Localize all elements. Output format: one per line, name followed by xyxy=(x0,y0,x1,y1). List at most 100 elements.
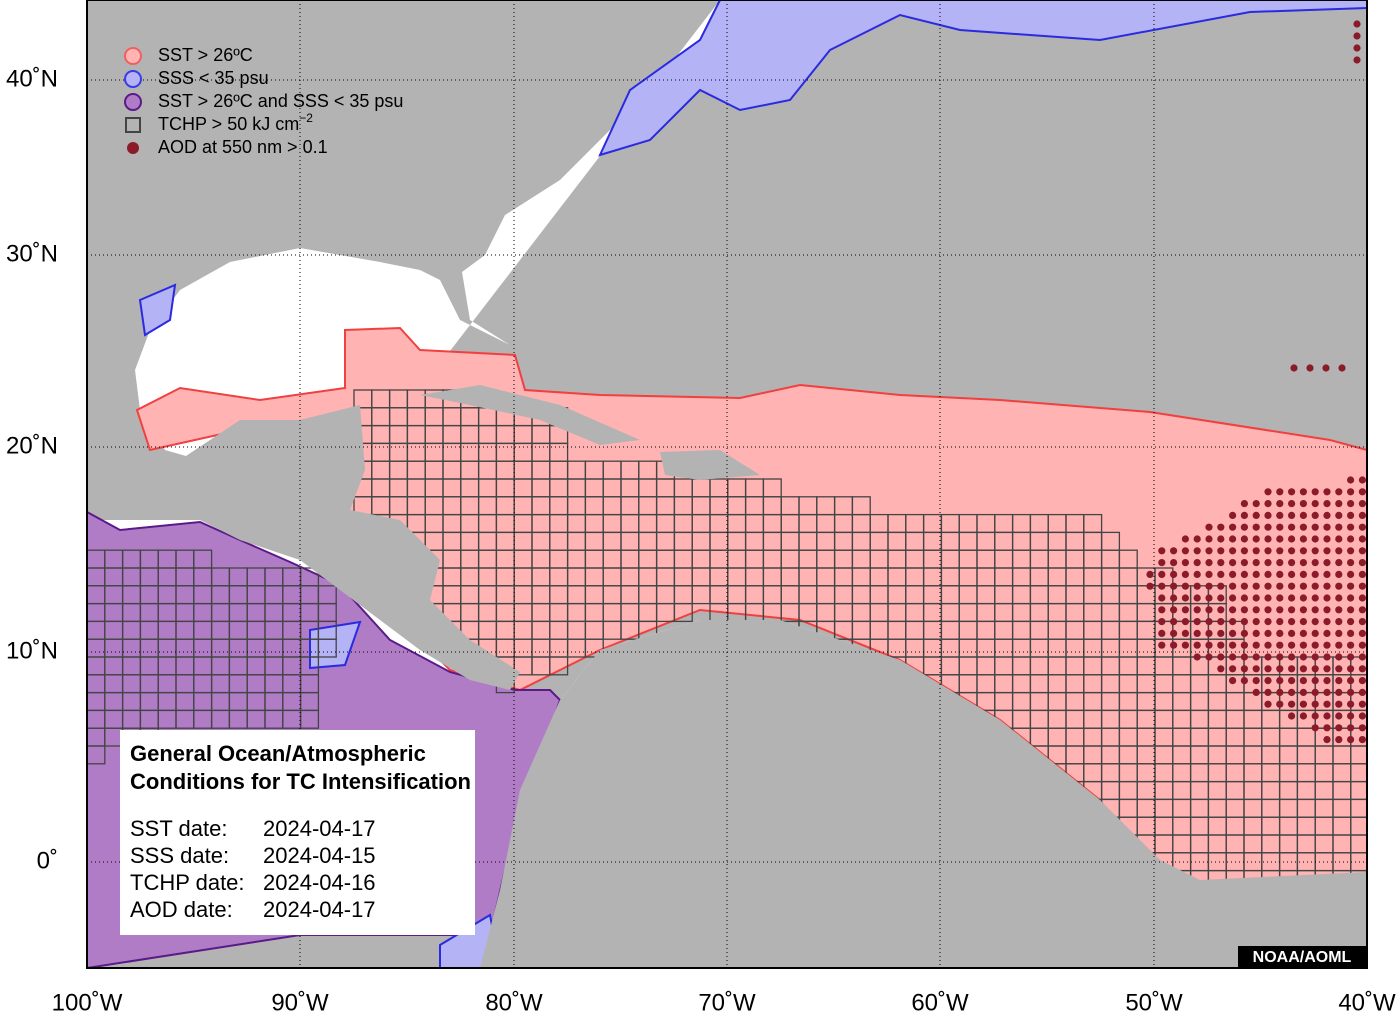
aod-dot xyxy=(1264,653,1272,661)
aod-dot xyxy=(1264,688,1272,697)
aod-dot xyxy=(1311,594,1319,602)
aod-dot xyxy=(1146,570,1154,579)
aod-dot xyxy=(1276,688,1284,697)
aod-dot xyxy=(1358,488,1366,496)
aod-dot xyxy=(1264,606,1272,614)
aod-dot xyxy=(1276,511,1284,519)
aod-dots xyxy=(1146,20,1366,744)
legend-text: SST > 26ºC xyxy=(158,45,253,65)
aod-dot xyxy=(1347,500,1355,508)
aod-dot xyxy=(1288,535,1296,543)
tchp-cell xyxy=(317,638,337,658)
aod-dot xyxy=(1276,629,1284,638)
aod-dot xyxy=(1276,547,1284,555)
aod-dot xyxy=(1252,665,1260,673)
aod-dot xyxy=(1347,523,1355,531)
aod-dot xyxy=(1311,511,1319,519)
aod-dot xyxy=(1252,500,1260,508)
aod-dot xyxy=(1252,559,1260,567)
aod-dot xyxy=(1193,629,1201,638)
legend-label: SST > 26ºC xyxy=(158,45,253,65)
aod-dot xyxy=(1311,688,1319,697)
aod-dot xyxy=(1276,618,1284,626)
x-axis-label: 90˚W xyxy=(271,989,329,1016)
x-axis-label: 100˚W xyxy=(52,989,123,1016)
aod-dot xyxy=(1158,582,1166,590)
aod-dot xyxy=(1170,582,1178,590)
aod-dot xyxy=(1252,582,1260,590)
aod-dot xyxy=(1358,523,1366,531)
aod-dot xyxy=(1240,535,1248,543)
aod-dot xyxy=(1311,535,1319,543)
aod-dot xyxy=(1353,44,1361,52)
aod-dot xyxy=(1240,559,1248,567)
y-axis-label: 40˚N xyxy=(6,65,58,92)
sss-region xyxy=(598,0,1367,157)
aod-dot xyxy=(1252,606,1260,614)
credit: NOAA/AOML xyxy=(1253,949,1352,966)
aod-dot xyxy=(1335,606,1343,614)
aod-dot xyxy=(1335,535,1343,543)
tchp-grid xyxy=(87,389,1367,907)
aod-dot xyxy=(1299,688,1307,697)
aod-dot xyxy=(1205,629,1213,638)
y-axis-label: 10˚N xyxy=(6,637,58,664)
graticule xyxy=(87,0,1367,968)
date-value: 2024-04-17 xyxy=(263,816,376,841)
aod-dot xyxy=(1347,606,1355,614)
aod-dot xyxy=(1299,523,1307,531)
aod-dot xyxy=(1288,688,1296,697)
date-value: 2024-04-15 xyxy=(263,843,376,868)
aod-dot xyxy=(1158,618,1166,626)
aod-dot xyxy=(1299,535,1307,543)
aod-dot xyxy=(1347,724,1355,732)
aod-dot xyxy=(1311,547,1319,555)
aod-dot xyxy=(1323,724,1331,732)
aod-dot xyxy=(1288,488,1296,496)
aod-dot xyxy=(1205,559,1213,567)
aod-dot xyxy=(1299,511,1307,519)
aod-dot xyxy=(1323,665,1331,673)
aod-dot xyxy=(1217,594,1225,602)
legend-symbol xyxy=(124,70,142,88)
info-title: Conditions for TC Intensification xyxy=(130,769,471,794)
aod-dot xyxy=(1181,629,1189,638)
land xyxy=(180,405,520,690)
date-label: SST date: xyxy=(130,816,227,841)
aod-dot xyxy=(1288,653,1296,661)
map-frame xyxy=(86,0,1368,969)
aod-dot xyxy=(1358,547,1366,555)
aod-dot xyxy=(1335,594,1343,602)
y-axis-label: 30˚N xyxy=(6,240,58,267)
aod-dot xyxy=(1288,523,1296,531)
aod-dot xyxy=(1240,594,1248,602)
aod-dot xyxy=(1288,511,1296,519)
aod-dot xyxy=(1358,712,1366,720)
aod-dot xyxy=(1299,712,1307,720)
y-axis-label: 0˚ xyxy=(37,847,58,874)
aod-dot xyxy=(1288,594,1296,602)
legend-label: TCHP > 50 kJ cm−2 xyxy=(158,111,313,134)
aod-dot xyxy=(1323,618,1331,626)
aod-dot xyxy=(1335,688,1343,697)
aod-dot xyxy=(1347,488,1355,496)
aod-dot xyxy=(1323,582,1331,590)
aod-dot xyxy=(1217,629,1225,638)
aod-dot xyxy=(1193,594,1201,602)
aod-dot xyxy=(1335,724,1343,732)
aod-dot xyxy=(1229,570,1237,579)
aod-dot xyxy=(1229,606,1237,614)
aod-dot xyxy=(1181,535,1189,543)
aod-dot xyxy=(1299,582,1307,590)
aod-dot xyxy=(1322,364,1330,372)
legend-label: SST > 26ºC and SSS < 35 psu xyxy=(158,91,403,111)
aod-dot xyxy=(1347,629,1355,638)
aod-dot xyxy=(1347,641,1355,649)
info-box xyxy=(120,730,475,935)
aod-dot xyxy=(1229,677,1237,685)
aod-dot xyxy=(1323,523,1331,531)
aod-dot xyxy=(1311,582,1319,590)
date-label: TCHP date: xyxy=(130,870,245,895)
aod-dot xyxy=(1353,56,1361,64)
aod-dot xyxy=(1323,488,1331,496)
